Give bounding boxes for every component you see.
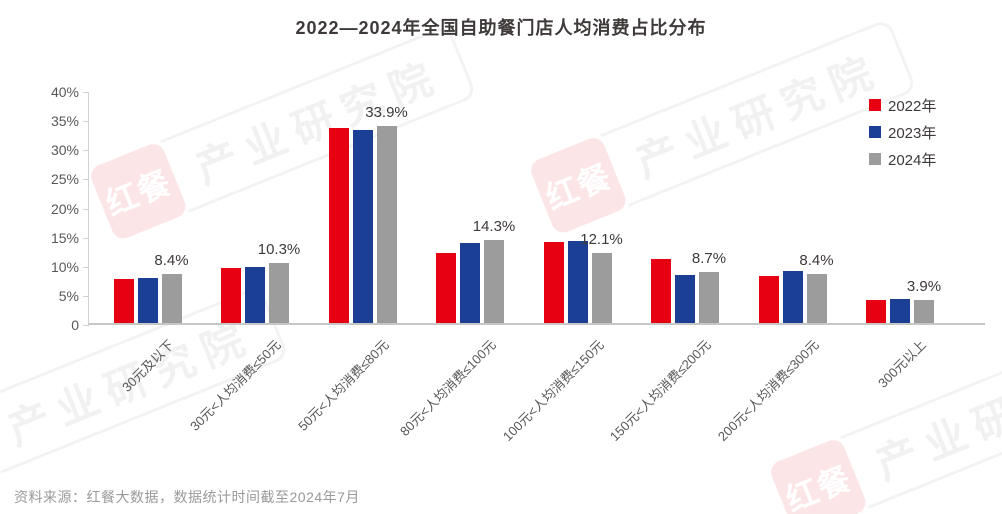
bar-group: 33.9% bbox=[328, 92, 408, 323]
bar-2023年 bbox=[675, 275, 695, 323]
bar-group: 3.9% bbox=[866, 92, 941, 323]
bar-2024年 bbox=[914, 300, 934, 323]
bar-group: 8.4% bbox=[113, 92, 189, 323]
y-axis-tick-mark bbox=[83, 325, 89, 326]
y-axis-tick-mark bbox=[83, 92, 89, 93]
source-note: 资料来源：红餐大数据，数据统计时间截至2024年7月 bbox=[14, 489, 360, 505]
value-label: 8.4% bbox=[799, 252, 834, 270]
bar-2022年 bbox=[758, 275, 779, 323]
bar-2024年 bbox=[376, 125, 397, 323]
bar-2024年 bbox=[806, 274, 827, 323]
legend-label: 2023年 bbox=[888, 124, 937, 142]
chart-title: 2022—2024年全国自助餐门店人均消费占比分布 bbox=[295, 18, 707, 38]
bar-2024年 bbox=[484, 239, 504, 323]
y-axis-tick-label: 20% bbox=[50, 200, 79, 217]
y-axis-tick-mark bbox=[83, 150, 89, 152]
bar-group: 8.7% bbox=[651, 92, 726, 323]
bar-2023年 bbox=[782, 271, 803, 323]
legend-swatch bbox=[869, 126, 881, 138]
y-axis-tick-mark bbox=[83, 237, 89, 239]
bar-group: 8.4% bbox=[758, 92, 834, 323]
legend-item-2024年: 2024年 bbox=[869, 147, 936, 171]
bar-2024年 bbox=[591, 252, 612, 323]
bar-2023年 bbox=[352, 130, 373, 323]
plot-area: 0 5% 10% 15% 20% 25% 30% 35% 40% 8.4% 30元及以下 10.3% 3… bbox=[51, 84, 985, 444]
y-axis-tick-label: 10% bbox=[50, 258, 79, 275]
bar-2022年 bbox=[866, 300, 886, 323]
y-axis-tick-mark bbox=[83, 121, 89, 123]
value-label: 8.7% bbox=[691, 250, 727, 268]
value-label: 3.9% bbox=[906, 278, 942, 296]
y-axis-tick-label: 40% bbox=[50, 84, 79, 100]
legend-label: 2022年 bbox=[888, 97, 937, 115]
bar-group: 14.3% bbox=[436, 92, 515, 323]
bar-group: 12.1% bbox=[543, 92, 623, 323]
legend-item-2022年: 2022年 bbox=[869, 93, 936, 117]
bar-2022年 bbox=[328, 128, 349, 323]
y-axis-tick-mark bbox=[83, 266, 89, 268]
y-axis-tick-label: 15% bbox=[50, 229, 79, 246]
bar-2022年 bbox=[221, 267, 241, 323]
y-axis-tick-label: 25% bbox=[50, 171, 79, 188]
bar-2024年 bbox=[269, 263, 289, 323]
value-label: 8.4% bbox=[154, 252, 189, 270]
y-axis-tick-label: 5% bbox=[58, 287, 79, 304]
value-label: 14.3% bbox=[472, 217, 516, 235]
y-axis-tick-mark bbox=[83, 208, 89, 210]
brand-logo: 红餐 bbox=[0, 401, 2, 504]
bar-2023年 bbox=[245, 266, 265, 323]
legend-swatch bbox=[869, 153, 881, 165]
bar-2023年 bbox=[460, 242, 480, 323]
bar-2023年 bbox=[567, 240, 588, 323]
y-axis-tick-mark bbox=[83, 179, 89, 181]
y-axis-tick-label: 0 bbox=[71, 317, 79, 333]
bar-2024年 bbox=[699, 272, 719, 323]
bar-2022年 bbox=[113, 279, 134, 323]
value-label: 12.1% bbox=[580, 230, 623, 248]
bar-2023年 bbox=[137, 277, 158, 323]
bar-group: 10.3% bbox=[221, 92, 300, 323]
legend: 2022年 2023年 2024年 bbox=[869, 93, 936, 174]
bar-2022年 bbox=[436, 252, 456, 323]
legend-swatch bbox=[869, 99, 881, 111]
y-axis-tick-label: 30% bbox=[50, 142, 79, 159]
value-label: 10.3% bbox=[257, 241, 301, 259]
legend-label: 2024年 bbox=[888, 151, 937, 169]
bar-2022年 bbox=[543, 242, 564, 323]
value-label: 33.9% bbox=[365, 103, 408, 121]
bar-2022年 bbox=[651, 258, 671, 323]
legend-item-2023年: 2023年 bbox=[869, 120, 936, 144]
bar-2023年 bbox=[890, 298, 910, 323]
bar-2024年 bbox=[161, 274, 182, 323]
y-axis-tick-label: 35% bbox=[50, 113, 79, 130]
y-axis-tick-mark bbox=[83, 295, 89, 297]
